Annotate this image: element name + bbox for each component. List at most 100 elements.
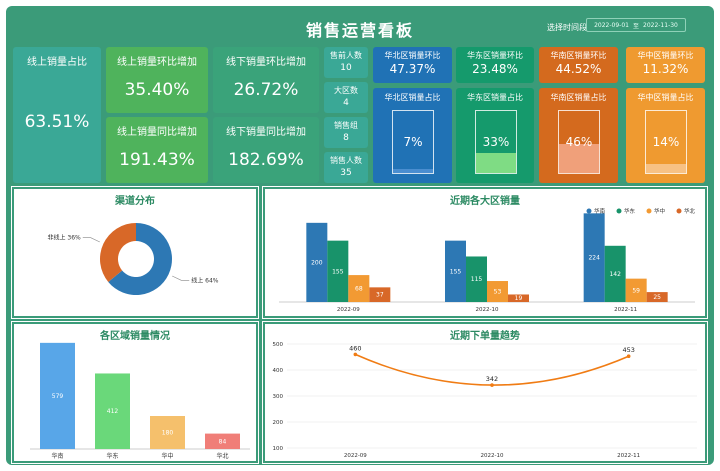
central-mom-card: 华中区销量环比 11.32% xyxy=(626,47,705,83)
panel-title: 渠道分布 xyxy=(115,196,155,207)
card-label: 华南区销量环比 xyxy=(550,51,607,60)
gauge-fill xyxy=(476,152,516,173)
x-tick-label: 华南 xyxy=(51,452,63,460)
bar-value-label: 19 xyxy=(515,295,523,302)
offline-yoy-card: 线下销量同比增加 182.69% xyxy=(213,117,319,183)
channel-pie-chart: 线上 64% 非线上 36% xyxy=(48,223,219,295)
y-tick-label: 400 xyxy=(273,368,284,374)
legend-label-0: 华南 xyxy=(594,207,606,215)
gauge-percent: 14% xyxy=(652,135,680,149)
card-value: 23.48% xyxy=(472,62,518,76)
north-mom-card: 华北区销量环比 47.37% xyxy=(373,47,452,83)
region-count-card: 大区数 4 xyxy=(324,82,368,113)
stat-label: 销售人数 xyxy=(330,156,362,165)
card-label: 华中区销量占比 xyxy=(637,93,694,102)
card-value: 11.32% xyxy=(642,62,689,76)
bar-value-label: 115 xyxy=(471,276,483,283)
offline-mom-card: 线下销量环比增加 26.72% xyxy=(213,47,319,113)
pie-slice-0 xyxy=(108,223,172,295)
bar-华北-2022-10 xyxy=(508,294,529,302)
x-tick-label: 2022-11 xyxy=(617,453,640,459)
x-tick-label: 2022-10 xyxy=(476,307,499,313)
card-label: 线上销量占比 xyxy=(27,57,87,68)
bar-华中 xyxy=(150,416,185,449)
x-tick-label: 2022-11 xyxy=(614,307,637,313)
gauge-fill xyxy=(559,144,599,173)
x-tick-label: 华东 xyxy=(106,452,118,460)
bar-华南-2022-11 xyxy=(583,213,605,302)
bar-value-label: 155 xyxy=(450,268,462,275)
bar-value-label: 59 xyxy=(632,287,640,294)
order-trend-line-chart: 100 200 300 400 500 460 2022-09 342 2022-10 453 20… xyxy=(273,342,697,459)
bar-华东-2022-11 xyxy=(604,245,626,302)
gauge-percent: 7% xyxy=(403,135,423,149)
card-label: 华北区销量占比 xyxy=(384,93,441,102)
x-tick-label: 2022-10 xyxy=(481,453,504,459)
south-share-gauge: 46% xyxy=(558,110,600,174)
page-title: 销售运营看板 xyxy=(305,21,414,40)
bar-value-label: 142 xyxy=(609,271,621,278)
card-value: 191.43% xyxy=(119,150,195,170)
card-value: 44.52% xyxy=(555,62,602,76)
central-share-gauge: 14% xyxy=(645,110,687,174)
pie-leader-0 xyxy=(172,275,190,281)
panel-title: 近期下单量趋势 xyxy=(450,331,520,342)
bar-value-label: 224 xyxy=(588,255,600,262)
region-sales-bar-chart: 579 华南 412 华东 180 华中 84 华北 xyxy=(30,342,250,460)
bar-value-label: 155 xyxy=(332,268,344,275)
x-tick-label: 华北 xyxy=(216,452,228,460)
stat-label: 销售组 xyxy=(334,121,358,130)
card-label: 华东区销量环比 xyxy=(467,51,523,60)
bar-华南 xyxy=(40,342,75,449)
y-tick-label: 200 xyxy=(273,420,284,426)
east-mom-card: 华东区销量环比 23.48% xyxy=(456,47,534,83)
order-trend-panel: 近期下单量趋势 100 200 300 400 500 460 2022-09 342 2022… xyxy=(262,321,708,464)
date-range-picker[interactable]: 2022-09-01 至 2022-11-30 xyxy=(586,18,686,32)
east-share-gauge: 33% xyxy=(475,110,517,174)
stat-value: 4 xyxy=(343,98,349,108)
card-label: 线下销量同比增加 xyxy=(226,127,306,138)
x-tick-label: 2022-09 xyxy=(344,453,367,459)
bar-华中-2022-09 xyxy=(348,275,370,302)
header: 销售运营看板 选择时间段 2022-09-01 至 2022-11-30 xyxy=(6,6,714,48)
bar-value-label: 37 xyxy=(376,292,384,299)
bar-华北-2022-11 xyxy=(646,292,668,302)
card-label: 华中区销量环比 xyxy=(637,51,694,60)
bar-value-label: 579 xyxy=(52,393,64,400)
bar-value-label: 180 xyxy=(162,430,174,437)
y-tick-label: 500 xyxy=(273,342,284,348)
region-recent-bar-chart: 200 155 68 37 2022-09 155 115 53 19 2022-10 224 142… xyxy=(279,207,696,313)
sales-group-card: 销售组 8 xyxy=(324,117,368,148)
pie-leader-1 xyxy=(82,237,100,243)
y-tick-label: 300 xyxy=(273,394,284,400)
south-share-card: 华南区销量占比 46% xyxy=(539,88,618,183)
trend-point-2 xyxy=(626,354,631,359)
point-value-label: 342 xyxy=(486,375,498,383)
pie-label-1: 非线上 36% xyxy=(48,234,82,242)
card-value: 182.69% xyxy=(228,150,304,170)
central-share-card: 华中区销量占比 14% xyxy=(626,88,705,183)
online-yoy-card: 线上销量同比增加 191.43% xyxy=(106,117,208,183)
gauge-fill xyxy=(393,168,433,173)
bar-华北 xyxy=(205,433,240,449)
region-sales-panel: 各区域销量情况 579 华南 412 华东 180 华中 84 华北 xyxy=(11,321,259,464)
gauge-fill xyxy=(646,164,686,173)
card-label: 华南区销量占比 xyxy=(550,93,607,102)
card-label: 华东区销量占比 xyxy=(467,93,523,102)
stat-value: 35 xyxy=(340,168,352,178)
online-share-card: 线上销量占比 63.51% xyxy=(13,47,101,183)
bar-value-label: 200 xyxy=(311,259,323,266)
card-value: 35.40% xyxy=(124,80,190,100)
legend-swatch-0 xyxy=(586,208,592,214)
bar-华东-2022-09 xyxy=(327,240,349,302)
x-tick-label: 2022-09 xyxy=(337,307,360,313)
stat-value: 8 xyxy=(343,133,349,143)
online-mom-card: 线上销量环比增加 35.40% xyxy=(106,47,208,113)
panel-title: 各区域销量情况 xyxy=(100,331,170,342)
north-share-card: 华北区销量占比 7% xyxy=(373,88,452,183)
trend-point-0 xyxy=(353,352,358,357)
bar-value-label: 412 xyxy=(107,408,119,415)
bar-华南-2022-10 xyxy=(445,240,466,302)
east-share-card: 华东区销量占比 33% xyxy=(456,88,534,183)
legend-label-3: 华北 xyxy=(684,207,696,215)
